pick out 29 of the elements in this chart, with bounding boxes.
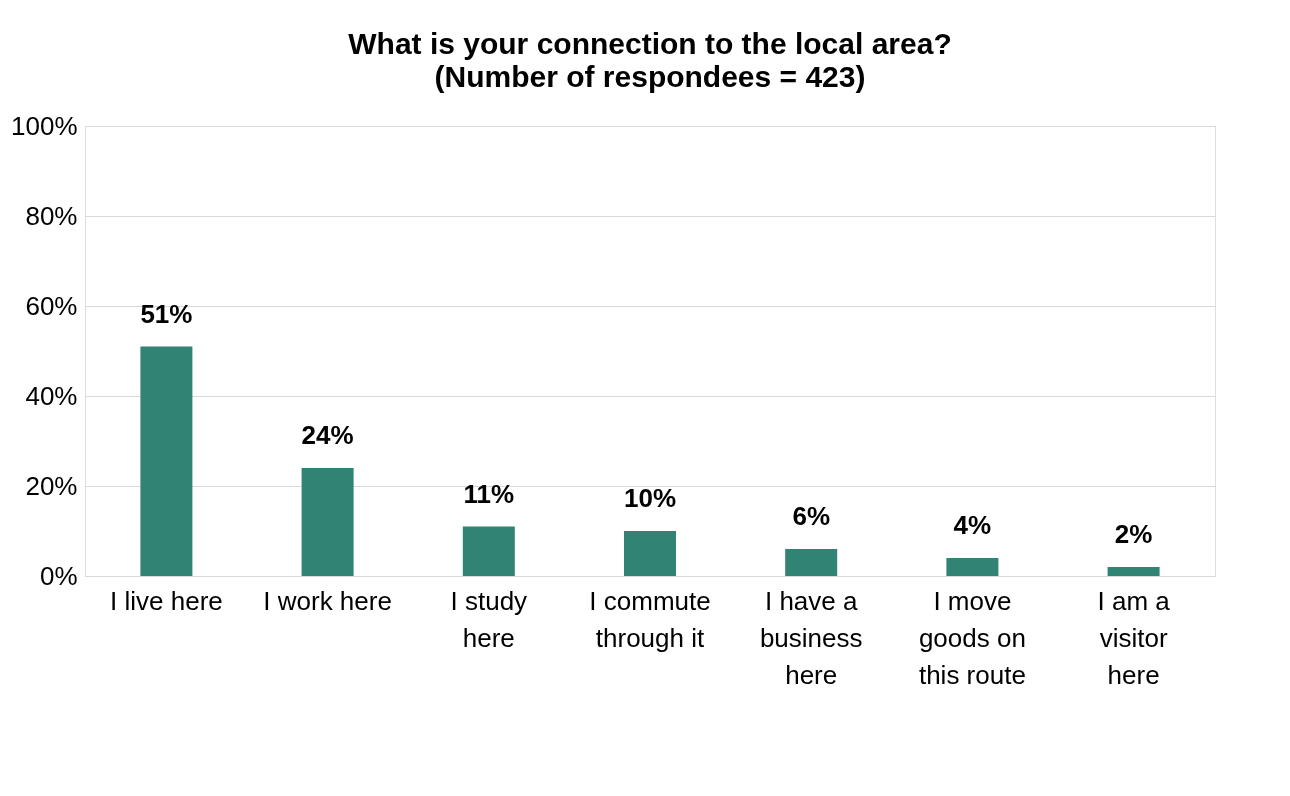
x-tick-label: I move goods on this route [918,585,1026,690]
chart-subtitle: (Number of respondees = 423) [434,60,866,93]
y-tick-label: 20% [25,470,78,501]
bar [946,558,999,576]
data-label: 6% [792,501,830,531]
bar [301,468,354,576]
x-tick-label: I have a business here [759,585,863,690]
y-tick-label: 100% [11,110,78,141]
bar [1107,567,1160,576]
x-tick-label: I live here [110,585,223,616]
y-tick-label: 80% [25,200,78,231]
data-label: 4% [953,510,992,540]
y-tick-label: 60% [25,290,78,321]
bar [140,346,193,576]
y-tick-label: 40% [25,380,78,411]
data-label: 11% [463,478,515,509]
data-label: 10% [623,483,677,513]
data-label: 2% [1114,519,1153,549]
data-label: 24% [301,420,354,450]
x-tick-label: I study here [450,585,528,653]
bar [624,531,676,576]
x-tick-label: I commute through it [589,585,711,653]
bar [785,549,838,576]
y-tick-label: 0% [39,560,78,591]
x-tick-label: I work here [263,585,392,616]
chart-title: What is your connection to the local area? [348,27,952,60]
bar [462,526,515,576]
x-tick-label: I am a visitor here [1097,585,1171,690]
data-label: 51% [140,298,193,329]
